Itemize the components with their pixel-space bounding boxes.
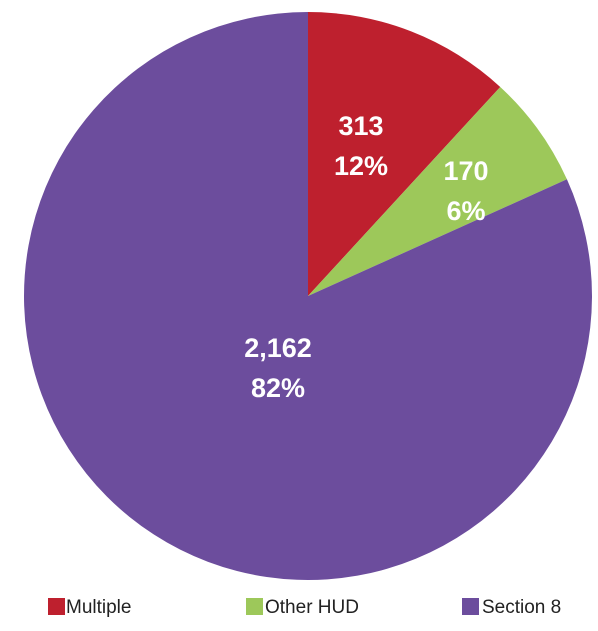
legend: Multiple Other HUD Section 8: [48, 597, 561, 618]
pie-slice-multiple: [308, 12, 501, 296]
legend-label-other-hud: Other HUD: [265, 597, 359, 618]
pie-slice-section-8: [23, 12, 592, 580]
data-label-percent-multiple: 12%: [334, 151, 388, 181]
legend-label-section-8: Section 8: [482, 597, 561, 618]
data-label-percent-other-hud: 6%: [446, 196, 485, 226]
legend-swatch-other-hud: [246, 598, 263, 615]
legend-item-section-8: Section 8: [462, 597, 561, 618]
pie-data-labels: 313 12% 170 6% 2,162 82%: [244, 111, 488, 403]
legend-item-other-hud: Other HUD: [246, 597, 359, 618]
data-label-value-other-hud: 170: [443, 156, 488, 186]
data-label-value-multiple: 313: [338, 111, 383, 141]
data-label-value-section-8: 2,162: [244, 333, 312, 363]
legend-label-multiple: Multiple: [66, 597, 131, 618]
legend-item-multiple: Multiple: [48, 597, 131, 618]
pie-slice-other-hud: [308, 86, 567, 296]
pie-slices: [23, 12, 592, 580]
legend-swatch-section-8: [462, 598, 479, 615]
legend-swatch-multiple: [48, 598, 65, 615]
data-label-percent-section-8: 82%: [251, 373, 305, 403]
